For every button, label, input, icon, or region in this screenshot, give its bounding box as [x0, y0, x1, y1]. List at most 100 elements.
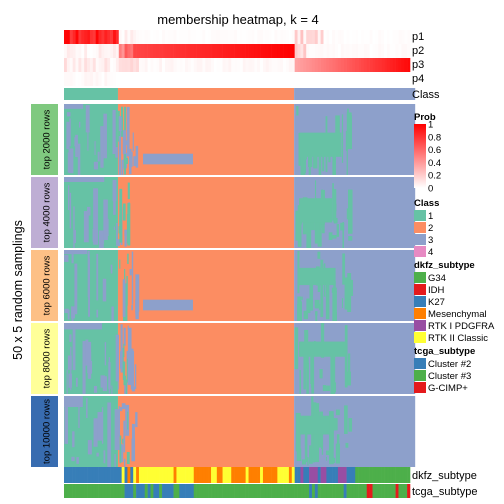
tcga-cell	[346, 484, 350, 498]
prob-cell	[271, 30, 275, 44]
tcga-cell	[141, 484, 146, 498]
dkfz-cell	[314, 467, 319, 483]
noise-streak	[310, 345, 314, 384]
prob-cell	[153, 58, 157, 72]
prob-cell	[167, 58, 171, 72]
noise-streak	[131, 438, 136, 462]
tcga-cell	[352, 484, 356, 498]
prob-cell	[222, 44, 226, 58]
dkfz-cell	[216, 467, 220, 483]
prob-cell	[202, 58, 206, 72]
legend-tcga_subtype-swatch	[414, 358, 426, 369]
noise-streak	[131, 151, 133, 167]
tcga-cell	[138, 484, 143, 498]
prob-cell	[404, 30, 408, 44]
dkfz-cell	[231, 467, 235, 483]
prob-cell	[127, 30, 131, 44]
prob-cell	[101, 72, 105, 86]
noise-streak	[348, 236, 353, 241]
prob-cell	[231, 58, 235, 72]
noise-patch	[299, 415, 330, 435]
dkfz-cell	[234, 467, 238, 483]
prob-cell	[317, 58, 321, 72]
prob-cell	[257, 30, 261, 44]
prob-cell	[384, 72, 388, 86]
prob-cell	[389, 58, 393, 72]
row-block-labels: top 2000 rows top 4000 rows top 6000 rows t…	[31, 104, 58, 467]
noise-streak	[72, 329, 76, 371]
prob-cell	[179, 30, 183, 44]
prob-cell	[130, 44, 134, 58]
prob-cell	[358, 30, 362, 44]
prob-cell	[326, 30, 330, 44]
tcga-cell	[294, 484, 298, 498]
noise-streak	[127, 411, 129, 430]
prob-cell	[401, 58, 405, 72]
prob-cell	[309, 58, 313, 72]
tcga-cell	[66, 484, 71, 498]
noise-streak	[335, 312, 337, 321]
dkfz-cell	[187, 467, 192, 483]
legend-class-item: 1	[428, 211, 433, 222]
noise-streak	[73, 206, 75, 248]
prob-cell	[187, 30, 192, 44]
noise-streak	[72, 431, 75, 448]
dkfz-cell	[392, 467, 396, 483]
tcga-cell	[144, 484, 148, 498]
prob-cell	[340, 58, 344, 72]
heatmap-block-2	[64, 177, 416, 248]
prob-cell	[150, 44, 154, 58]
noise-streak	[77, 143, 81, 175]
prob-cell	[401, 44, 405, 58]
noise-streak	[71, 250, 74, 264]
track-p2	[64, 44, 411, 58]
prob-cell	[288, 44, 293, 58]
prob-cell	[87, 58, 91, 72]
legend-dkfz_subtype-title: dkfz_subtype	[414, 260, 475, 271]
prob-cell	[138, 58, 143, 72]
prob-cell	[401, 30, 405, 44]
prob-cell	[366, 72, 370, 86]
prob-cell	[329, 72, 333, 86]
noise-streak	[64, 255, 69, 262]
tcga-cell	[81, 484, 85, 498]
legend-dkfz_subtype-item: IDH	[428, 285, 445, 296]
tcga-cell	[389, 484, 393, 498]
prob-cell	[369, 58, 373, 72]
noise-streak	[295, 210, 301, 241]
prob-cell	[225, 44, 229, 58]
prob-cell	[271, 58, 275, 72]
prob-cell	[398, 58, 402, 72]
prob-cell	[355, 30, 359, 44]
prob-cell	[110, 72, 114, 86]
tcga-cell	[107, 484, 111, 498]
heatmap-block-1	[64, 104, 416, 175]
prob-cell	[133, 30, 137, 44]
noise-streak	[306, 204, 312, 248]
prob-cell	[231, 44, 235, 58]
prob-cell	[176, 58, 180, 72]
prob-cell	[355, 58, 359, 72]
legend-prob-tick: 1	[428, 120, 433, 131]
prob-cell	[92, 72, 97, 86]
prob-cell	[121, 58, 125, 72]
dkfz-cell	[124, 467, 128, 483]
dkfz-cell	[340, 467, 344, 483]
noise-streak	[103, 199, 108, 241]
prob-cell	[118, 30, 122, 44]
prob-cell	[378, 44, 382, 58]
noise-streak	[333, 418, 338, 431]
prob-cell	[138, 30, 143, 44]
noise-streak	[127, 203, 131, 246]
prob-cell	[265, 30, 270, 44]
prob-cell	[352, 58, 356, 72]
prob-cell	[185, 44, 189, 58]
prob-cell	[407, 30, 411, 44]
dkfz-cell	[401, 467, 405, 483]
row-block-text: top 6000 rows	[42, 255, 53, 315]
prob-cell	[75, 44, 79, 58]
prob-cell	[320, 72, 324, 86]
prob-cell	[340, 30, 344, 44]
prob-cell	[306, 44, 310, 58]
noise-streak	[69, 192, 72, 229]
